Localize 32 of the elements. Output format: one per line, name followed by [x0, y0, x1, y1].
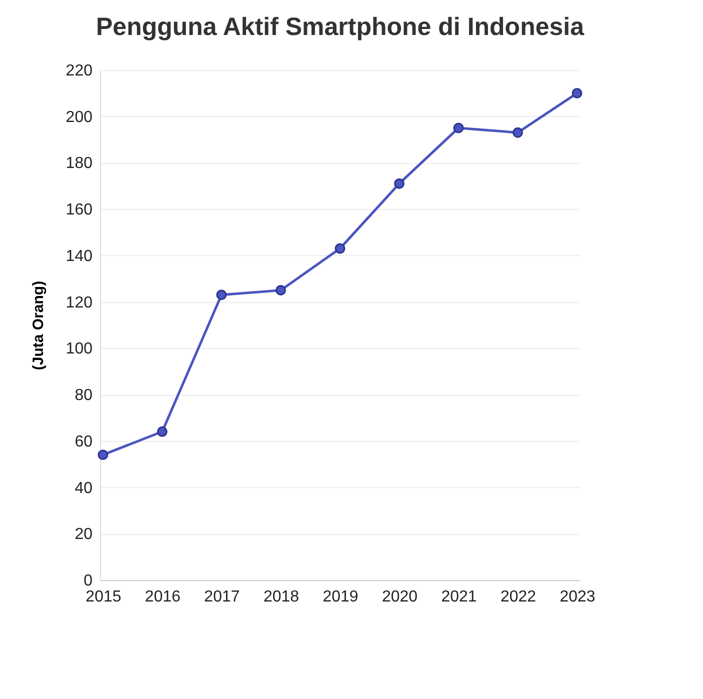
y-tick-label: 20: [74, 526, 93, 544]
x-tick-label: 2020: [382, 588, 418, 606]
point: [216, 290, 227, 300]
y-tick-label: 180: [66, 155, 93, 172]
chart-title: Pengguna Aktif Smartphone di Indonesia: [96, 13, 586, 41]
point: [453, 122, 464, 134]
x-tick-label: 2019: [322, 588, 358, 606]
x-tick-label: 2018: [263, 588, 300, 606]
y-tick-label: 60: [74, 433, 93, 450]
x-tick-label: 2017: [204, 588, 240, 606]
point: [512, 127, 523, 138]
x-tick-label: 2016: [144, 588, 181, 606]
y-tick-label: 100: [66, 340, 93, 358]
point: [157, 426, 168, 437]
y-tick-label: 120: [66, 294, 93, 312]
y-tick-label: 160: [66, 202, 93, 219]
y-tick-label: 220: [66, 62, 93, 80]
y-tick-label: 40: [74, 480, 93, 497]
y-tick-label: 140: [66, 248, 93, 265]
y-axis-title: (Juta Orang): [30, 280, 47, 370]
x-tick-label: 2022: [500, 588, 536, 606]
y-tick-label: 0: [84, 572, 93, 590]
x-tick-label: 2023: [560, 588, 596, 606]
point: [394, 178, 404, 189]
x-tick-label: 2021: [441, 588, 477, 606]
y-tick-label: 80: [74, 387, 93, 404]
point: [276, 285, 286, 296]
point: [98, 450, 108, 460]
point: [572, 88, 582, 98]
point: [334, 243, 346, 254]
x-tick-label: 2015: [86, 588, 122, 606]
y-tick-label: 200: [66, 108, 93, 126]
